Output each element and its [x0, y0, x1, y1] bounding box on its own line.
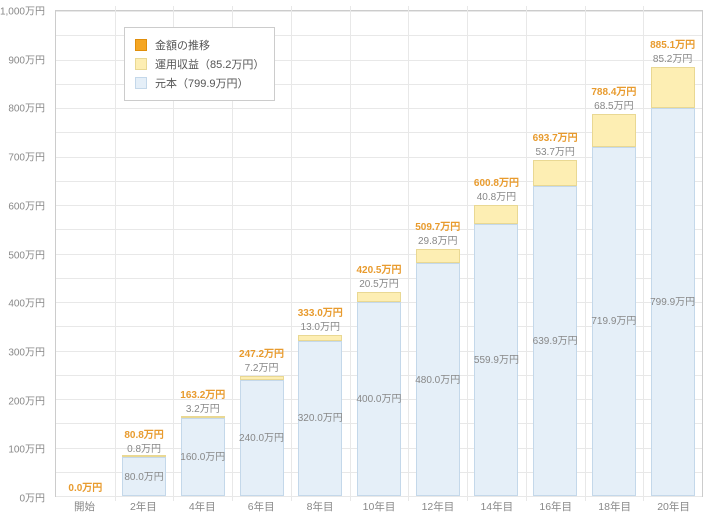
gridline-h	[56, 496, 702, 497]
y-axis-label: 700万円	[8, 149, 45, 164]
bar-total-label: 600.8万円	[474, 174, 519, 189]
x-axis-label: 14年目	[480, 499, 513, 514]
bar-group: 333.0万円13.0万円 320.0万円	[298, 11, 342, 496]
bar-segment-profit	[651, 67, 695, 108]
bar-segment-profit	[122, 455, 166, 457]
bar-principal-label: 80.0万円	[124, 468, 163, 483]
legend: 金額の推移 運用収益（85.2万円） 元本（799.9万円）	[124, 27, 275, 101]
stacked-bar-chart: 0.0万円 80.8万円0.8万円 80.0万円 163.2万円3.2万円 160.0万…	[0, 0, 721, 527]
x-axis-label: 20年目	[657, 499, 690, 514]
x-axis-label: 2年目	[130, 499, 157, 514]
bar-profit-label: 13.0万円	[301, 318, 340, 333]
bar-segment-profit	[357, 292, 401, 302]
y-axis-label: 300万円	[8, 343, 45, 358]
bar-principal-label: 480.0万円	[415, 371, 460, 386]
bar-principal-label: 799.9万円	[650, 293, 695, 308]
bar-profit-label: 53.7万円	[535, 143, 574, 158]
bar-profit-label: 0.8万円	[127, 440, 161, 455]
bar-principal-label: 160.0万円	[180, 448, 225, 463]
legend-label-principal: 元本（799.9万円）	[155, 75, 249, 91]
x-axis-label: 18年目	[598, 499, 631, 514]
y-axis-label: 100万円	[8, 441, 45, 456]
bar-profit-label: 29.8万円	[418, 232, 457, 247]
x-axis-labels: 開始 2年目 4年目 6年目 8年目 10年目 12年目 14年目 16年目 18年目 20年目	[55, 499, 703, 517]
y-axis-label: 0万円	[19, 490, 45, 505]
bar-group: 788.4万円68.5万円 719.9万円	[592, 11, 636, 496]
plot-area: 0.0万円 80.8万円0.8万円 80.0万円 163.2万円3.2万円 160.0万…	[55, 10, 703, 497]
bar-total-label: 80.8万円	[124, 426, 163, 441]
bar-segment-profit	[240, 376, 284, 379]
bar-total-label: 509.7万円	[415, 218, 460, 233]
bar-principal-label: 240.0万円	[239, 429, 284, 444]
bar-group: 509.7万円29.8万円 480.0万円	[416, 11, 460, 496]
y-axis-label: 200万円	[8, 392, 45, 407]
bar-profit-label: 85.2万円	[653, 50, 692, 65]
y-axis-label: 900万円	[8, 51, 45, 66]
x-axis-label: 12年目	[422, 499, 455, 514]
bar-profit-label: 40.8万円	[477, 188, 516, 203]
bar-group: 885.1万円85.2万円 799.9万円	[651, 11, 695, 496]
x-axis-label: 8年目	[307, 499, 334, 514]
bar-total-label: 693.7万円	[533, 129, 578, 144]
bar-profit-label: 68.5万円	[594, 97, 633, 112]
y-axis-labels: 0万円100万円200万円300万円400万円500万円600万円700万円80…	[0, 10, 50, 497]
legend-swatch-principal	[135, 77, 147, 89]
legend-swatch-profit	[135, 58, 147, 70]
legend-item-profit: 運用収益（85.2万円）	[135, 56, 264, 72]
bar-profit-label: 20.5万円	[359, 275, 398, 290]
x-axis-label: 10年目	[363, 499, 396, 514]
y-axis-label: 400万円	[8, 295, 45, 310]
bar-total-label: 885.1万円	[650, 36, 695, 51]
bar-profit-label: 3.2万円	[186, 400, 220, 415]
bar-group: 0.0万円	[63, 11, 107, 496]
bar-segment-profit	[533, 160, 577, 186]
bar-total-label: 333.0万円	[298, 304, 343, 319]
bar-segment-profit	[592, 114, 636, 147]
bar-principal-label: 400.0万円	[356, 390, 401, 405]
legend-item-amount: 金額の推移	[135, 37, 264, 53]
legend-swatch-amount	[135, 39, 147, 51]
x-axis-label: 6年目	[248, 499, 275, 514]
bar-segment-profit	[416, 249, 460, 263]
bar-profit-label: 7.2万円	[245, 359, 279, 374]
bar-total-label: 420.5万円	[356, 261, 401, 276]
y-axis-label: 800万円	[8, 100, 45, 115]
legend-label-profit: 運用収益（85.2万円）	[155, 56, 264, 72]
bar-group: 420.5万円20.5万円 400.0万円	[357, 11, 401, 496]
y-axis-label: 1,000万円	[0, 3, 45, 18]
x-axis-label: 4年目	[189, 499, 216, 514]
y-axis-label: 500万円	[8, 246, 45, 261]
bar-total-label: 247.2万円	[239, 345, 284, 360]
bar-principal-label: 559.9万円	[474, 351, 519, 366]
legend-label-amount: 金額の推移	[155, 37, 210, 53]
bar-group: 693.7万円53.7万円 639.9万円	[533, 11, 577, 496]
bar-segment-profit	[298, 335, 342, 341]
y-axis-label: 600万円	[8, 197, 45, 212]
bar-principal-label: 639.9万円	[533, 332, 578, 347]
x-axis-label: 開始	[74, 499, 95, 514]
bar-segment-profit	[474, 205, 518, 225]
bar-principal-label: 719.9万円	[591, 312, 636, 327]
legend-item-principal: 元本（799.9万円）	[135, 75, 264, 91]
bar-segment-profit	[181, 416, 225, 418]
bar-total-label: 163.2万円	[180, 386, 225, 401]
x-axis-label: 16年目	[539, 499, 572, 514]
bar-total-label: 0.0万円	[68, 479, 102, 494]
bar-total-label: 788.4万円	[591, 83, 636, 98]
bar-group: 600.8万円40.8万円 559.9万円	[474, 11, 518, 496]
bar-principal-label: 320.0万円	[298, 409, 343, 424]
